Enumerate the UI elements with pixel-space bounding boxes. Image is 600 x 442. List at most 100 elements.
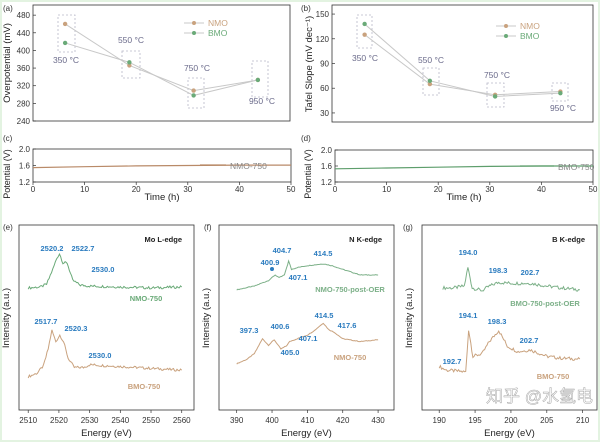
panel-label: (f): [204, 223, 212, 232]
peak-label: 417.6: [338, 321, 357, 330]
edge-title: B K-edge: [552, 235, 585, 244]
series-label: BMO-750: [537, 372, 570, 381]
y-tick-label: 1.6: [19, 162, 31, 171]
series-line-nmo: [64, 23, 258, 92]
legend-marker: [504, 24, 508, 28]
series-label: NMO-750-post-OER: [315, 285, 385, 294]
peak-label: 202.7: [520, 336, 539, 345]
x-axis-label: Time (h): [144, 192, 179, 203]
x-axis-label: Energy (eV): [281, 428, 332, 439]
chart-g: [421, 224, 598, 413]
y-tick-label: 280: [17, 99, 31, 108]
panel-label: (a): [3, 4, 13, 13]
temperature-label: 350 °C: [53, 55, 79, 65]
temperature-label: 750 °C: [184, 63, 210, 73]
peak-label: 397.3: [240, 326, 259, 335]
legend-marker: [192, 21, 196, 25]
y-axis-label: Intensity (a.u.): [404, 288, 415, 348]
plot-frame: [421, 224, 598, 411]
x-tick-label: 30: [485, 185, 494, 194]
peak-label: 194.1: [459, 311, 478, 320]
peak-label: 2530.0: [92, 265, 115, 274]
y-tick-label: 1.2: [19, 178, 31, 187]
x-tick-label: 400: [265, 416, 279, 425]
temperature-group-box: [121, 50, 141, 79]
series-line-bmo-750-post-oer: [442, 267, 580, 292]
temperature-group-box: [551, 82, 569, 102]
plot-frame: [218, 224, 395, 411]
peak-label: 407.1: [299, 334, 318, 343]
series-label: BMO-750-post-OER: [510, 299, 580, 308]
legend-label: BMO-750: [558, 162, 595, 172]
x-tick-label: 30: [183, 185, 192, 194]
data-point-bmo: [191, 93, 196, 98]
x-tick-label: 430: [371, 416, 385, 425]
series-line-bmo-750: [438, 329, 581, 373]
peak-label: 2530.0: [89, 351, 112, 360]
y-tick-label: 30: [320, 109, 329, 118]
chart-f: [218, 224, 395, 413]
chart-c: [32, 148, 292, 185]
legend-label: BMO: [520, 31, 540, 41]
y-tick-label: 360: [17, 64, 31, 73]
y-tick-label: 480: [17, 11, 31, 20]
series-label: NMO-750: [334, 353, 367, 362]
data-point-bmo: [255, 77, 261, 83]
x-tick-label: 0: [31, 185, 36, 194]
peak-label: 2517.7: [35, 317, 58, 326]
x-tick-label: 205: [540, 416, 554, 425]
peak-label: 202.7: [521, 268, 540, 277]
data-point-nmo: [62, 21, 68, 27]
y-tick-label: 120: [316, 35, 330, 44]
watermark: 知乎 @水氢电: [486, 387, 593, 406]
x-tick-label: 2520: [50, 416, 68, 425]
x-axis-label: Energy (eV): [484, 428, 535, 439]
y-tick-label: 60: [320, 84, 329, 93]
y-axis-label: Tafel Slope (mV dec⁻¹): [304, 16, 315, 112]
panel-label: (g): [403, 223, 413, 232]
x-tick-label: 10: [80, 185, 89, 194]
y-tick-label: 2.0: [19, 145, 31, 154]
chart-b: [331, 4, 594, 123]
peak-label: 414.5: [315, 311, 334, 320]
temperature-label: 750 °C: [484, 70, 510, 80]
legend-label: NMO: [520, 21, 540, 31]
y-tick-label: 2.0: [321, 146, 333, 155]
x-tick-label: 10: [382, 185, 391, 194]
peak-label: 192.7: [443, 357, 462, 366]
peak-label: 400.6: [271, 322, 290, 331]
panel-label: (d): [301, 134, 311, 143]
x-tick-label: 200: [504, 416, 518, 425]
data-point-bmo: [127, 60, 132, 65]
temperature-group-box: [57, 14, 76, 53]
peak-label: 198.3: [488, 317, 507, 326]
x-axis-label: Time (h): [446, 192, 481, 203]
data-point-bmo: [62, 40, 68, 46]
x-tick-label: 20: [132, 185, 141, 194]
data-point-bmo: [427, 78, 433, 84]
peak-label: 407.1: [289, 273, 308, 282]
data-point-nmo: [127, 63, 132, 68]
y-tick-label: 320: [17, 82, 31, 91]
chart-d: [334, 149, 594, 185]
series-line-bmo: [64, 42, 258, 96]
data-point-bmo: [492, 94, 498, 99]
series-line-bmo: [364, 23, 561, 97]
temperature-label: 350 °C: [352, 53, 378, 63]
series-label: BMO-750: [128, 382, 161, 391]
data-point-bmo: [362, 21, 367, 27]
x-tick-label: 2540: [111, 416, 129, 425]
x-tick-label: 2530: [81, 416, 99, 425]
x-tick-label: 210: [576, 416, 590, 425]
panel-label: (b): [301, 4, 311, 13]
x-tick-label: 2550: [142, 416, 160, 425]
y-tick-label: 90: [320, 60, 329, 69]
edge-title: N K-edge: [349, 235, 382, 244]
legend-marker: [192, 31, 196, 35]
peak-label: 2520.2: [41, 244, 64, 253]
y-axis-label: Intensity (a.u.): [1, 288, 12, 348]
x-tick-label: 40: [537, 185, 546, 194]
chart-a: [32, 4, 291, 122]
